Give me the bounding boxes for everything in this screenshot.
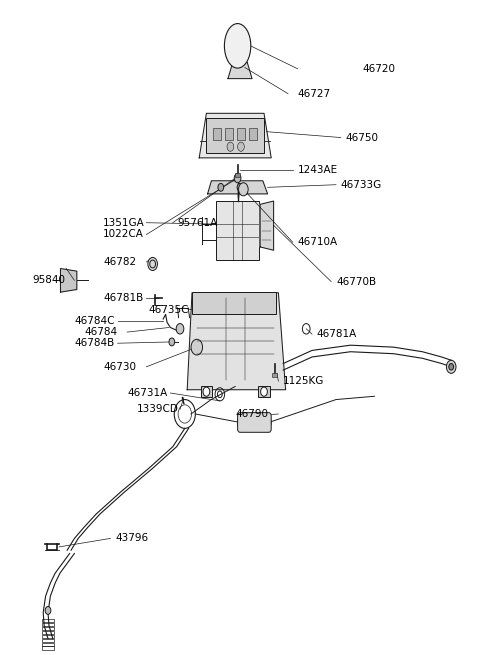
Bar <box>272 373 277 377</box>
Circle shape <box>45 607 51 614</box>
Circle shape <box>449 364 454 370</box>
Circle shape <box>169 338 175 346</box>
Circle shape <box>148 257 157 271</box>
Circle shape <box>262 416 271 429</box>
Text: 1339CD: 1339CD <box>137 404 179 415</box>
Polygon shape <box>228 62 252 79</box>
Circle shape <box>218 183 224 191</box>
Text: 95840: 95840 <box>33 275 66 286</box>
Text: 46784: 46784 <box>84 327 117 337</box>
Bar <box>213 128 221 140</box>
Circle shape <box>239 183 248 196</box>
Text: 46735C: 46735C <box>149 305 189 315</box>
Text: 46733G: 46733G <box>341 179 382 190</box>
Bar <box>42 623 54 626</box>
Circle shape <box>176 324 184 334</box>
Bar <box>42 631 54 634</box>
Polygon shape <box>207 181 268 194</box>
Circle shape <box>237 183 243 191</box>
Text: 46731A: 46731A <box>127 388 168 398</box>
Bar <box>42 639 54 642</box>
Text: 46727: 46727 <box>298 88 331 99</box>
Bar <box>249 128 257 140</box>
Circle shape <box>191 339 203 355</box>
Bar <box>42 619 54 622</box>
Bar <box>42 643 54 646</box>
Polygon shape <box>199 113 271 158</box>
Text: 1243AE: 1243AE <box>298 165 338 176</box>
Bar <box>42 635 54 638</box>
Text: 46720: 46720 <box>362 64 396 74</box>
FancyBboxPatch shape <box>238 413 271 432</box>
Text: 46790: 46790 <box>235 409 268 419</box>
Polygon shape <box>187 293 286 390</box>
Bar <box>235 173 240 177</box>
Circle shape <box>227 142 234 151</box>
Bar <box>216 201 259 260</box>
Polygon shape <box>60 269 77 292</box>
Circle shape <box>261 387 267 396</box>
Polygon shape <box>260 201 274 250</box>
Circle shape <box>238 416 247 429</box>
Bar <box>201 386 212 397</box>
Text: 1022CA: 1022CA <box>103 229 144 240</box>
Text: 95761A: 95761A <box>178 217 218 228</box>
Bar <box>42 627 54 630</box>
Circle shape <box>446 360 456 373</box>
Text: 46730: 46730 <box>103 362 136 372</box>
Bar <box>206 118 264 153</box>
Ellipse shape <box>224 24 251 68</box>
Text: 43796: 43796 <box>115 533 148 544</box>
Text: 46784B: 46784B <box>74 338 115 348</box>
Text: 46782: 46782 <box>103 257 136 267</box>
Bar <box>225 128 233 140</box>
Bar <box>237 128 245 140</box>
Circle shape <box>203 387 210 396</box>
Text: 46784C: 46784C <box>74 316 115 326</box>
Text: 46710A: 46710A <box>298 237 338 248</box>
Text: 46770B: 46770B <box>336 276 376 287</box>
Circle shape <box>238 142 244 151</box>
Text: 1351GA: 1351GA <box>103 217 145 228</box>
Text: 1125KG: 1125KG <box>283 376 324 386</box>
Bar <box>258 386 270 397</box>
Text: 46781A: 46781A <box>317 329 357 339</box>
Bar <box>192 292 276 314</box>
Text: 46750: 46750 <box>346 132 379 143</box>
Bar <box>42 646 54 650</box>
Text: 46781B: 46781B <box>103 293 144 303</box>
Circle shape <box>234 174 241 183</box>
